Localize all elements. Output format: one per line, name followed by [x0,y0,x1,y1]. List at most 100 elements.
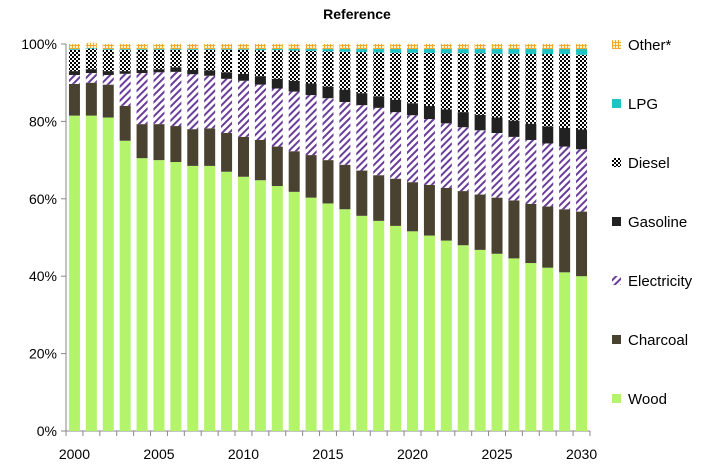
bar-wood-2018 [373,220,385,431]
bar-other-2024 [474,44,486,50]
bar-other-2006 [170,44,182,50]
bar-charcoal-2026 [508,200,520,259]
bar-wood-2012 [271,186,283,431]
bar-diesel-2023 [457,53,469,113]
bar-gasoline-2008 [204,70,216,76]
bar-lpg-2012 [271,49,283,51]
bar-wood-2000 [68,115,80,431]
x-tick-label: 2015 [312,446,343,462]
bar-other-2007 [187,44,199,50]
bar-wood-2021 [423,235,435,431]
bar-diesel-2014 [305,50,317,84]
bar-gasoline-2012 [271,78,283,89]
bar-charcoal-2024 [474,194,486,250]
bar-lpg-2009 [221,49,233,50]
bar-wood-2007 [187,165,199,431]
bar-diesel-2012 [271,50,283,79]
bar-diesel-2028 [542,54,554,127]
bar-charcoal-2027 [525,203,537,264]
bar-electricity-2015 [322,98,334,161]
bar-wood-2004 [136,158,148,432]
bar-other-2003 [119,44,131,50]
bar-diesel-2017 [356,52,368,94]
bar-diesel-2003 [119,49,131,72]
bar-charcoal-2017 [356,170,368,216]
bar-diesel-2021 [423,52,435,106]
bar-lpg-2028 [542,49,554,55]
bar-other-2012 [271,44,283,50]
bar-lpg-2015 [322,49,334,52]
legend-label-wood: Wood [628,391,667,408]
bar-gasoline-2011 [254,76,266,85]
bar-gasoline-2013 [288,80,300,92]
x-tick-label: 2030 [566,446,597,462]
bar-charcoal-2002 [102,84,114,118]
bar-lpg-2006 [170,49,182,50]
bar-charcoal-2020 [407,182,419,232]
bar-diesel-2000 [68,49,80,72]
bar-charcoal-2003 [119,105,131,141]
bar-wood-2026 [508,258,520,431]
bar-other-2027 [525,44,537,50]
bar-other-2025 [491,44,503,50]
bar-wood-2024 [474,249,486,431]
legend-label-gasoline: Gasoline [628,214,687,231]
bar-other-2022 [440,44,452,50]
bar-wood-2028 [542,267,554,431]
legend-label-other: Other* [628,37,672,54]
bar-wood-2009 [221,171,233,431]
x-tick-label: 2025 [481,446,512,462]
bar-other-2001 [85,42,97,48]
bar-wood-2030 [576,276,588,431]
bar-wood-2014 [305,197,317,431]
bar-diesel-2001 [85,48,97,70]
bar-wood-2029 [559,272,571,431]
bar-gasoline-2007 [187,69,199,75]
bar-diesel-2018 [373,52,385,97]
bar-electricity-2012 [271,88,283,147]
bar-wood-2022 [440,240,452,431]
bar-diesel-2006 [170,49,182,68]
bar-diesel-2016 [339,51,351,90]
bar-lpg-2017 [356,49,368,53]
bar-wood-2005 [153,160,165,431]
bar-wood-2023 [457,245,469,431]
bar-lpg-2011 [254,49,266,51]
bar-electricity-2003 [119,73,131,106]
bar-gasoline-2021 [423,105,435,120]
bar-charcoal-2007 [187,129,199,166]
bar-lpg-2029 [559,49,571,55]
bar-gasoline-2015 [322,86,334,99]
bar-electricity-2020 [407,115,419,183]
bar-other-2017 [356,44,368,50]
bar-electricity-2011 [254,84,266,140]
bar-wood-2025 [491,253,503,431]
y-tick-label: 60% [29,191,57,207]
bar-other-2018 [373,44,385,50]
bar-charcoal-2014 [305,155,317,198]
bar-electricity-2013 [288,91,300,152]
bar-electricity-2016 [339,102,351,165]
bar-gasoline-2020 [407,103,419,116]
x-tick-label: 2010 [228,446,259,462]
bar-other-2014 [305,44,317,50]
bar-electricity-2029 [559,146,571,210]
bar-lpg-2000 [68,49,80,50]
bar-other-2030 [576,44,588,50]
y-tick-label: 20% [29,346,57,362]
bar-other-2009 [221,44,233,50]
legend-swatch-lpg [612,99,621,108]
bar-wood-2008 [204,165,216,431]
bar-other-2005 [153,44,165,50]
bar-other-2013 [288,44,300,50]
y-tick-label: 0% [37,423,57,439]
bar-other-2016 [339,44,351,50]
bar-electricity-2000 [68,74,80,84]
bar-gasoline-2016 [339,89,351,103]
bar-gasoline-2017 [356,93,368,106]
bar-lpg-2021 [423,49,435,53]
bar-charcoal-2016 [339,164,351,210]
bar-wood-2001 [85,115,97,431]
legend-swatch-gasoline [612,217,621,226]
bar-lpg-2030 [576,49,588,55]
